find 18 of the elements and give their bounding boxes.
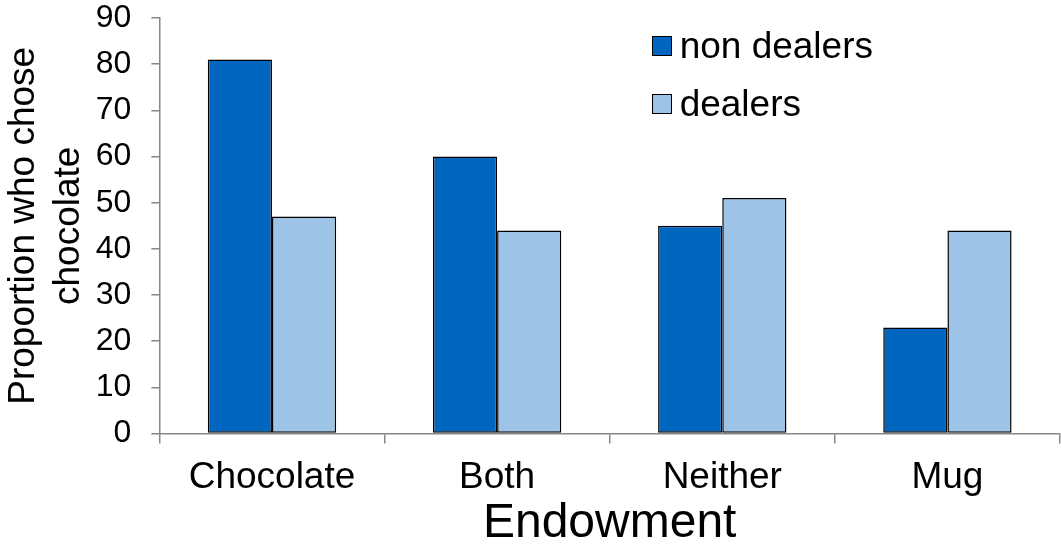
- y-tick-label: 60: [95, 136, 132, 173]
- y-tick-label: 80: [95, 44, 132, 81]
- y-tick-label: 10: [95, 367, 132, 404]
- y-tick-label: 70: [95, 90, 132, 127]
- legend-label: non dealers: [679, 24, 873, 68]
- y-tick-label: 40: [95, 228, 132, 265]
- y-tick-label: 30: [95, 274, 132, 311]
- y-tick-label: 0: [113, 413, 132, 450]
- x-tick-label: Chocolate: [188, 455, 356, 496]
- x-tick-label: Mug: [911, 455, 984, 496]
- x-axis-title: Endowment: [482, 494, 737, 548]
- legend-label: dealers: [679, 82, 801, 126]
- y-tick-label: 50: [95, 182, 132, 219]
- y-axis-title: Proportion who chose chocolate: [1, 46, 87, 405]
- y-tick-label: 20: [95, 321, 132, 358]
- x-tick-label: Neither: [662, 455, 782, 496]
- y-tick-label: 90: [95, 0, 132, 34]
- x-tick-label: Both: [459, 455, 536, 496]
